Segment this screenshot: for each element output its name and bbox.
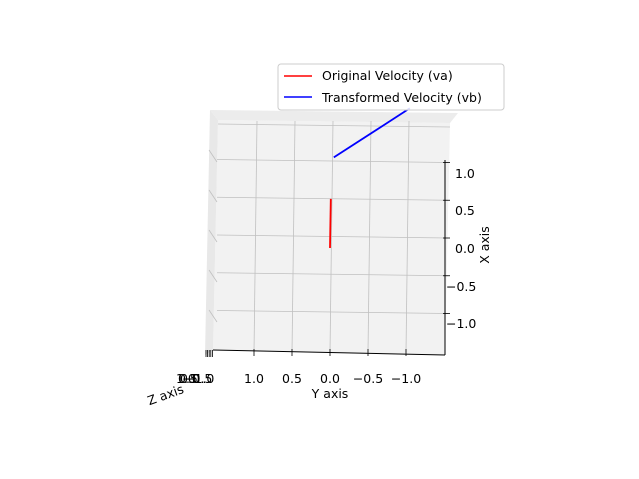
grid-line-horizontal xyxy=(216,234,449,239)
y-tick-label: −1.0 xyxy=(391,371,421,386)
x-tick-label: −0.5 xyxy=(446,279,476,294)
y-tick-label: 1.0 xyxy=(244,371,264,386)
grid-line-depth xyxy=(208,229,218,243)
top-pane xyxy=(210,110,458,123)
z-tick-label: 1.0 xyxy=(176,371,196,386)
grid-lines xyxy=(208,120,451,353)
z-tick-label: 0.0 xyxy=(180,371,200,386)
x-tick-label: −1.0 xyxy=(446,316,476,331)
grid-line-horizontal xyxy=(216,196,449,201)
side-pane xyxy=(205,110,218,355)
series-line-0 xyxy=(329,198,332,249)
series-layer xyxy=(329,107,411,249)
grid-line-horizontal xyxy=(216,310,449,314)
x-tick-label: 1.0 xyxy=(455,166,475,181)
z-tick-label: −1.0 xyxy=(184,371,214,386)
y-tick-label: 0.5 xyxy=(282,371,302,386)
grid-line-horizontal xyxy=(217,123,451,128)
grid-line-depth xyxy=(208,149,218,163)
legend-label-vb: Transformed Velocity (vb) xyxy=(321,90,482,105)
y-axis-line xyxy=(212,349,446,356)
grid-line-vertical xyxy=(405,120,410,353)
grid-line-depth xyxy=(208,309,218,323)
grid-line-vertical xyxy=(253,120,258,353)
grid-line-vertical xyxy=(367,120,372,353)
y-tick-label: −0.5 xyxy=(353,371,383,386)
grid-line-horizontal xyxy=(216,272,449,277)
x-tick-label: 0.5 xyxy=(455,203,475,218)
grid-line-horizontal xyxy=(216,159,449,163)
x-axis-label: X axis xyxy=(477,226,492,264)
grid-line-depth xyxy=(208,269,218,283)
y-axis-label: Y axis xyxy=(311,386,349,401)
x-tick-label: 0.0 xyxy=(455,241,475,256)
grid-line-vertical xyxy=(291,120,296,353)
grid-line-depth xyxy=(208,189,218,203)
legend-label-va: Original Velocity (va) xyxy=(322,68,453,83)
legend: Original Velocity (va) Transformed Veloc… xyxy=(277,63,505,111)
z-tick-label: 0.5 xyxy=(178,371,198,386)
z-tick-label: −0.5 xyxy=(182,371,212,386)
legend-box xyxy=(277,63,505,111)
series-line-1 xyxy=(333,107,411,159)
z-axis-label: Z axis xyxy=(145,381,185,408)
y-tick-label: 0.0 xyxy=(320,371,340,386)
